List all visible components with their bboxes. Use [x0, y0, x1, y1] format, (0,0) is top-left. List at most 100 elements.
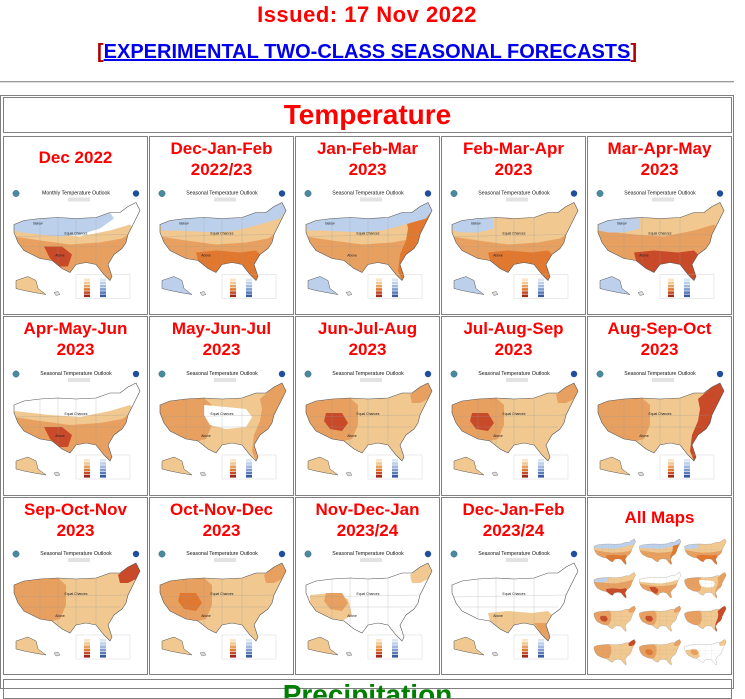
alaska-map: [161, 456, 193, 476]
temperature-panel-monthly[interactable]: Dec 2022 Monthly Temperature Outlook Below…: [3, 136, 148, 315]
all-maps-mini-map[interactable]: [684, 538, 727, 565]
outlook-map-thumbnail[interactable]: Seasonal Temperature Outlook Equal Chance…: [156, 539, 288, 671]
map-subtitle: [68, 197, 90, 202]
panel-caption-line1[interactable]: Aug-Sep-Oct: [607, 319, 712, 338]
panel-caption-line1[interactable]: Nov-Dec-Jan: [315, 500, 420, 519]
panel-caption-line2[interactable]: 2023: [202, 340, 241, 359]
temperature-panel-ndj[interactable]: Nov-Dec-Jan 2023/24 Seasonal Temperature O…: [295, 497, 440, 675]
temperature-panel-jas[interactable]: Jul-Aug-Sep 2023 Seasonal Temperature Outl…: [441, 316, 586, 496]
outlook-map-thumbnail[interactable]: Seasonal Temperature Outlook Equal Chance…: [10, 358, 142, 492]
panel-caption-line2[interactable]: 2023: [494, 340, 533, 359]
panel-caption-line2[interactable]: 2022/23: [190, 160, 253, 179]
hawaii-map: [53, 471, 61, 477]
temperature-panel-jja[interactable]: Jun-Jul-Aug 2023 Seasonal Temperature Outl…: [295, 316, 440, 496]
region-label: Above: [639, 254, 649, 258]
panel-caption-line1[interactable]: Dec-Jan-Feb: [170, 139, 273, 158]
temperature-panel-fma[interactable]: Feb-Mar-Apr 2023 Seasonal Temperature Outl…: [441, 136, 586, 315]
outlook-map-thumbnail[interactable]: Seasonal Temperature Outlook Equal Chance…: [302, 358, 434, 492]
outlook-map-thumbnail[interactable]: Seasonal Temperature Outlook Below Equal C…: [594, 178, 726, 311]
panel-caption-line1[interactable]: Mar-Apr-May: [607, 139, 712, 158]
outlook-map-thumbnail[interactable]: Seasonal Temperature Outlook Equal Chance…: [448, 358, 580, 492]
panel-caption-line2[interactable]: 2023: [640, 340, 679, 359]
outlook-map-thumbnail[interactable]: Seasonal Temperature Outlook Equal Chance…: [448, 539, 580, 671]
panel-caption-line1[interactable]: Sep-Oct-Nov: [24, 500, 127, 519]
panel-caption[interactable]: Dec-Jan-Feb 2022/23: [150, 138, 293, 180]
hawaii-map: [637, 291, 645, 296]
map-subtitle: [68, 558, 90, 562]
temperature-panel-djf[interactable]: Dec-Jan-Feb 2022/23 Seasonal Temperature O…: [149, 136, 294, 315]
noaa-logo-icon: [132, 370, 140, 378]
panel-caption[interactable]: May-Jun-Jul 2023: [150, 318, 293, 360]
outlook-map-thumbnail[interactable]: Seasonal Temperature Outlook Equal Chance…: [594, 358, 726, 492]
panel-caption-line1[interactable]: Apr-May-Jun: [23, 319, 128, 338]
temperature-panel-amj[interactable]: Apr-May-Jun 2023 Seasonal Temperature Outl…: [3, 316, 148, 496]
panel-caption-line2[interactable]: 2023: [56, 521, 95, 540]
panel-caption[interactable]: Apr-May-Jun 2023: [4, 318, 147, 360]
region-label: Equal Chances: [503, 232, 526, 236]
all-maps-thumbnail-grid[interactable]: [592, 533, 728, 667]
panel-caption-line2[interactable]: 2023/24: [336, 521, 399, 540]
panel-caption-line2[interactable]: 2023: [348, 340, 387, 359]
outlook-map-thumbnail[interactable]: Seasonal Temperature Outlook Below Equal C…: [448, 178, 580, 311]
noaa-logo-icon: [132, 190, 140, 197]
all-maps-mini-map[interactable]: [684, 572, 727, 599]
panel-caption-line2[interactable]: 2023: [56, 340, 95, 359]
panel-caption-line1[interactable]: Dec-Jan-Feb: [462, 500, 565, 519]
map-subtitle: [214, 378, 236, 382]
temperature-panel-mjj[interactable]: May-Jun-Jul 2023 Seasonal Temperature Outl…: [149, 316, 294, 496]
all-maps-mini-map[interactable]: [639, 538, 682, 565]
panel-caption-line1[interactable]: Dec 2022: [38, 148, 113, 167]
experimental-forecasts-link[interactable]: EXPERIMENTAL TWO-CLASS SEASONAL FORECAST…: [103, 41, 631, 63]
panel-caption[interactable]: Mar-Apr-May 2023: [588, 138, 731, 180]
temperature-panel-son[interactable]: Sep-Oct-Nov 2023 Seasonal Temperature Outl…: [3, 497, 148, 675]
map-subtitle: [652, 197, 674, 202]
panel-caption[interactable]: Feb-Mar-Apr 2023: [442, 138, 585, 180]
outlook-map-thumbnail[interactable]: Seasonal Temperature Outlook Equal Chance…: [302, 539, 434, 671]
panel-caption-line1[interactable]: Jan-Feb-Mar: [316, 139, 419, 158]
outlook-map-thumbnail[interactable]: Seasonal Temperature Outlook Below Equal C…: [156, 178, 288, 311]
temperature-panel-jfm[interactable]: Jan-Feb-Mar 2023 Seasonal Temperature Outl…: [295, 136, 440, 315]
all-maps-mini-map[interactable]: [639, 639, 682, 666]
temperature-panel-aso[interactable]: Aug-Sep-Oct 2023 Seasonal Temperature Outl…: [587, 316, 732, 496]
all-maps-mini-map[interactable]: [593, 538, 636, 565]
panel-caption[interactable]: Nov-Dec-Jan 2023/24: [296, 499, 439, 541]
outlook-map-thumbnail[interactable]: Seasonal Temperature Outlook Below Equal C…: [302, 178, 434, 311]
panel-caption[interactable]: Dec-Jan-Feb 2023/24: [442, 499, 585, 541]
panel-caption[interactable]: Oct-Nov-Dec 2023: [150, 499, 293, 541]
all-maps-mini-map[interactable]: [639, 572, 682, 599]
panel-caption-line1[interactable]: Oct-Nov-Dec: [170, 500, 273, 519]
panel-caption-line2[interactable]: 2023: [202, 521, 241, 540]
all-maps-link[interactable]: All Maps: [624, 508, 695, 527]
outlook-map-thumbnail[interactable]: Monthly Temperature Outlook Below Equal Ch…: [10, 178, 142, 311]
panel-caption-line2[interactable]: 2023: [348, 160, 387, 179]
panel-caption-line1[interactable]: Jun-Jul-Aug: [317, 319, 418, 338]
panel-caption[interactable]: Sep-Oct-Nov 2023: [4, 499, 147, 541]
all-maps-mini-map[interactable]: [593, 605, 636, 632]
panel-caption[interactable]: Aug-Sep-Oct 2023: [588, 318, 731, 360]
panel-caption-line1[interactable]: Jul-Aug-Sep: [463, 319, 564, 338]
region-label: Above: [55, 434, 65, 438]
all-maps-mini-map[interactable]: [639, 605, 682, 632]
panel-caption[interactable]: Jan-Feb-Mar 2023: [296, 138, 439, 180]
all-maps-mini-map[interactable]: [593, 639, 636, 666]
panel-caption[interactable]: Jul-Aug-Sep 2023: [442, 318, 585, 360]
panel-caption-line2[interactable]: 2023: [494, 160, 533, 179]
panel-caption[interactable]: Dec 2022: [4, 147, 147, 168]
all-maps-panel[interactable]: All Maps: [587, 497, 732, 675]
temperature-panel-djf2[interactable]: Dec-Jan-Feb 2023/24 Seasonal Temperature O…: [441, 497, 586, 675]
outlook-map-thumbnail[interactable]: Seasonal Temperature Outlook Equal Chance…: [156, 358, 288, 492]
region-label: Above: [493, 434, 503, 438]
probability-region: [488, 250, 552, 281]
all-maps-mini-map[interactable]: [684, 639, 727, 666]
temperature-panel-ond[interactable]: Oct-Nov-Dec 2023 Seasonal Temperature Outl…: [149, 497, 294, 675]
outlook-map-thumbnail[interactable]: Seasonal Temperature Outlook Equal Chance…: [10, 539, 142, 671]
all-maps-mini-map[interactable]: [593, 572, 636, 599]
alaska-map: [15, 636, 47, 656]
panel-caption-line1[interactable]: May-Jun-Jul: [171, 319, 272, 338]
temperature-panel-mam[interactable]: Mar-Apr-May 2023 Seasonal Temperature Outl…: [587, 136, 732, 315]
panel-caption[interactable]: Jun-Jul-Aug 2023: [296, 318, 439, 360]
all-maps-mini-map[interactable]: [684, 605, 727, 632]
panel-caption-line2[interactable]: 2023: [640, 160, 679, 179]
panel-caption-line1[interactable]: Feb-Mar-Apr: [462, 139, 565, 158]
panel-caption-line2[interactable]: 2023/24: [482, 521, 545, 540]
